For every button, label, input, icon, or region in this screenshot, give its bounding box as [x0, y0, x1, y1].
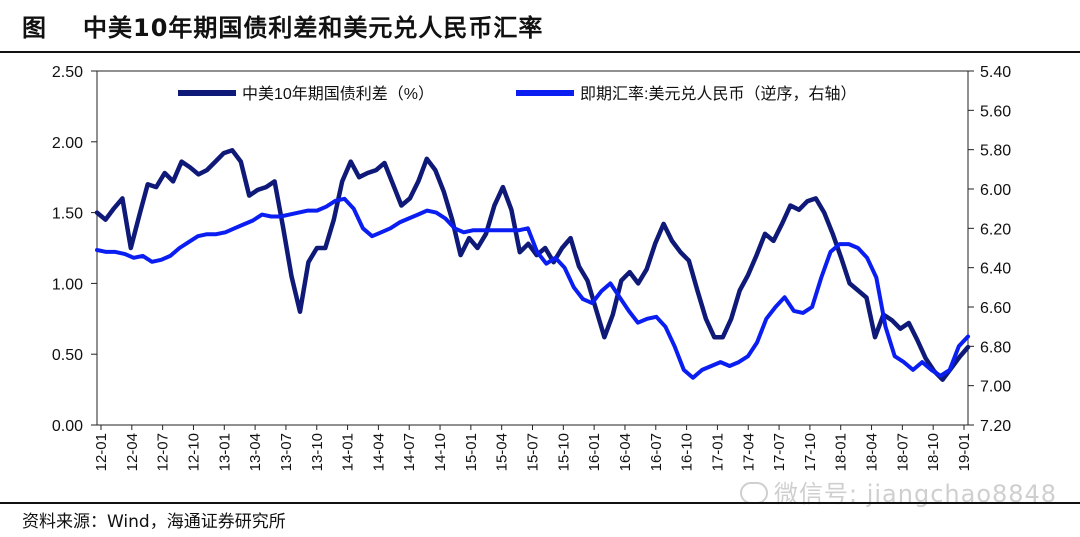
- left-axis-tick-label: 2.00: [52, 135, 83, 152]
- left-axis-tick-label: 0.00: [52, 418, 83, 435]
- legend-label: 即期汇率:美元兑人民币（逆序，右轴）: [580, 85, 856, 103]
- left-axis-tick-label: 0.50: [52, 347, 83, 364]
- legend-label: 中美10年期国债利差（%）: [242, 85, 434, 103]
- right-axis-tick-label: 6.80: [980, 339, 1011, 356]
- figure-label: 图: [22, 14, 47, 42]
- x-axis-tick-label: 17-01: [709, 433, 726, 471]
- x-axis-tick-label: 14-04: [370, 433, 387, 471]
- left-axis-tick-label: 2.50: [52, 64, 83, 81]
- wechat-icon: [740, 482, 768, 504]
- x-axis-tick-label: 16-10: [679, 433, 696, 471]
- chart: 0.00 0.50 1.00 1.50 2.00 2.50 5.40 5.60 5.80 6.00…: [52, 64, 1011, 471]
- x-axis-tick-label: 17-04: [740, 433, 757, 471]
- right-axis-tick-label: 6.60: [980, 300, 1011, 317]
- x-axis-tick-label: 16-01: [586, 433, 603, 471]
- source-note: 资料来源：Wind，海通证券研究所: [22, 512, 286, 532]
- x-axis-tick-label: 15-07: [525, 433, 542, 471]
- x-axis-tick-label: 15-10: [555, 433, 572, 471]
- x-axis-tick-label: 17-10: [802, 433, 819, 471]
- x-axis-tick-label: 15-04: [494, 433, 511, 471]
- x-axis-tick-label: 18-07: [894, 433, 911, 471]
- x-axis-tick-label: 18-10: [925, 433, 942, 471]
- x-axis-tick-label: 13-04: [247, 433, 264, 471]
- source-rule: [0, 502, 1080, 504]
- right-axis-tick-label: 5.60: [980, 103, 1011, 120]
- x-axis-tick-label: 13-07: [278, 433, 295, 471]
- left-axis-tick-label: 1.00: [52, 276, 83, 293]
- figure-title-bar: 图 中美10年期国债利差和美元兑人民币汇率: [22, 8, 543, 48]
- x-axis-tick-label: 16-04: [617, 433, 634, 471]
- title-rule: [0, 51, 1080, 53]
- right-axis-tick-label: 5.40: [980, 64, 1011, 81]
- x-axis-tick-label: 12-10: [185, 433, 202, 471]
- x-axis-tick-label: 16-07: [648, 433, 665, 471]
- x-axis-tick-label: 12-04: [124, 433, 141, 471]
- x-axis-tick-label: 13-01: [216, 433, 233, 471]
- right-axis-tick-label: 7.20: [980, 418, 1011, 435]
- x-axis-tick-label: 18-01: [833, 433, 850, 471]
- series-line-spread: [94, 148, 971, 382]
- x-axis-tick-label: 14-07: [401, 433, 418, 471]
- x-axis-tick-label: 12-07: [155, 433, 172, 471]
- x-axis-tick-label: 15-01: [463, 433, 480, 471]
- x-axis-tick-label: 14-10: [432, 433, 449, 471]
- x-axis-tick-label: 17-07: [771, 433, 788, 471]
- right-axis-tick-label: 6.00: [980, 182, 1011, 199]
- right-axis-tick-label: 5.80: [980, 143, 1011, 160]
- x-axis-tick-label: 12-01: [93, 433, 110, 471]
- right-axis-tick-label: 6.20: [980, 221, 1011, 238]
- x-axis-tick-label: 18-04: [864, 433, 881, 471]
- x-axis-tick-label: 19-01: [956, 433, 973, 471]
- series-line-fx: [95, 196, 970, 380]
- left-axis-tick-label: 1.50: [52, 206, 83, 223]
- right-axis-tick-label: 6.40: [980, 261, 1011, 278]
- figure-title: 中美10年期国债利差和美元兑人民币汇率: [83, 14, 544, 42]
- right-axis-tick-label: 7.00: [980, 379, 1011, 396]
- x-axis-tick-label: 13-10: [309, 433, 326, 471]
- x-axis-tick-label: 14-01: [340, 433, 357, 471]
